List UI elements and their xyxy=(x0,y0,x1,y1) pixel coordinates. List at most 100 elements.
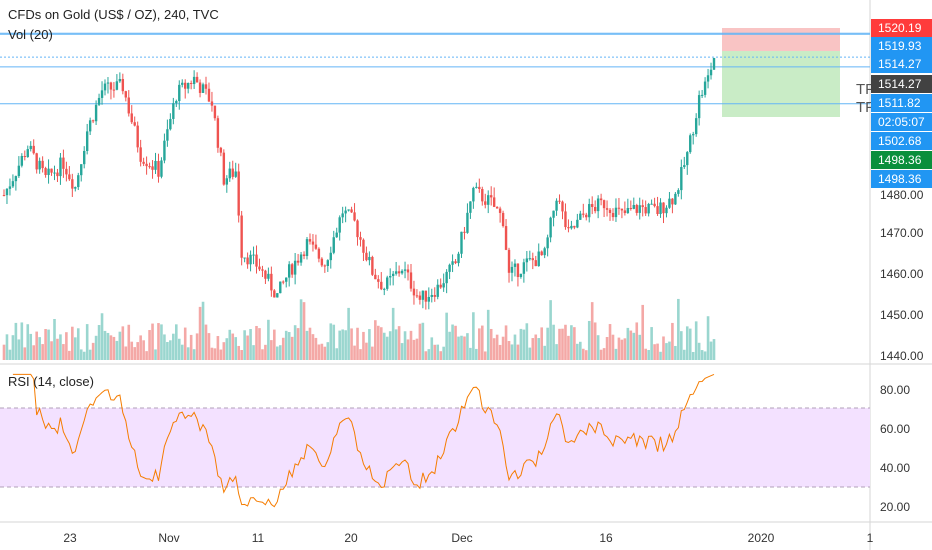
price-marker[interactable]: 1498.36 xyxy=(871,151,932,169)
price-markers[interactable]: 1520.19 1519.93 1514.27 1514.27 1511.82 02:05… xyxy=(871,19,932,188)
stop-loss-zone[interactable] xyxy=(722,28,840,51)
volume-bar xyxy=(17,339,21,360)
candle-body xyxy=(47,168,50,175)
time-tick: Nov xyxy=(158,531,179,545)
volume-bar xyxy=(504,325,508,360)
price-marker-text: 1514.27 xyxy=(878,57,922,71)
volume-bar xyxy=(596,335,600,360)
volume-bar xyxy=(374,320,377,360)
candle-body xyxy=(386,277,389,289)
candle-body xyxy=(255,254,258,267)
price-marker[interactable]: 1502.68 xyxy=(871,132,932,150)
volume-bar xyxy=(320,343,324,360)
price-marker[interactable]: 1520.19 xyxy=(871,19,932,37)
volume-bar xyxy=(356,327,359,360)
candle-body xyxy=(507,249,511,273)
candle-body xyxy=(427,296,431,302)
volume-bar xyxy=(359,349,362,360)
price-marker[interactable]: 1519.93 xyxy=(871,37,932,55)
candle-body xyxy=(231,168,234,177)
volume-bar xyxy=(546,327,549,360)
candle-body xyxy=(525,258,529,263)
candle-body xyxy=(513,263,517,267)
candle-body xyxy=(531,258,534,261)
volume-bar xyxy=(5,334,9,360)
candle-body xyxy=(430,294,433,297)
candle-body xyxy=(282,281,285,283)
volume-bar xyxy=(362,331,365,360)
candle-body xyxy=(647,203,650,214)
candle-body xyxy=(279,281,282,294)
candle-body xyxy=(540,251,543,256)
price-marker[interactable]: 1514.27 xyxy=(871,75,932,93)
candle-body xyxy=(85,131,89,151)
price-tick: 1470.00 xyxy=(880,226,924,240)
volume-bar xyxy=(180,344,184,360)
candle-body xyxy=(380,281,383,290)
price-marker[interactable]: 1514.27 xyxy=(871,55,932,73)
time-tick: Dec xyxy=(451,531,472,545)
volume-bar xyxy=(281,337,285,360)
candle-body xyxy=(341,213,344,218)
candle-body xyxy=(591,204,594,207)
candle-body xyxy=(543,248,546,256)
time-axis[interactable]: 23 Nov 11 20 Dec 16 2020 1 xyxy=(63,531,873,545)
candle-body xyxy=(106,82,110,84)
candle-body xyxy=(451,261,454,265)
volume-bar xyxy=(317,344,321,360)
rsi-axis[interactable]: 80.00 60.00 40.00 20.00 xyxy=(880,383,910,514)
volume-bar xyxy=(237,345,240,360)
volume-bar xyxy=(436,344,440,360)
volume-bar xyxy=(558,328,561,360)
volume-bar xyxy=(662,336,665,360)
candle-body xyxy=(192,76,196,85)
candle-body xyxy=(285,277,288,282)
price-axis[interactable]: 1480.00 1470.00 1460.00 1450.00 1440.00 xyxy=(880,188,924,363)
candle-body xyxy=(296,260,300,263)
volume-bar xyxy=(442,346,445,360)
candle-body xyxy=(659,202,662,215)
volume-bar xyxy=(68,350,71,360)
candle-body xyxy=(409,272,413,289)
candle-body xyxy=(475,186,478,188)
volume-bar xyxy=(365,342,368,360)
price-marker[interactable]: 1498.36 xyxy=(871,170,932,188)
volume-bar xyxy=(519,328,523,360)
volume-bar xyxy=(106,332,110,360)
volume-bar xyxy=(641,304,645,360)
volume-bar xyxy=(525,323,529,360)
candle-body xyxy=(109,82,113,90)
rsi-tick: 60.00 xyxy=(880,422,910,436)
symbol-title: CFDs on Gold (US$ / OZ), 240, TVC xyxy=(8,7,219,22)
candle-body xyxy=(347,209,350,211)
volume-bar xyxy=(53,318,56,360)
price-tick: 1450.00 xyxy=(880,308,924,322)
price-marker[interactable]: 1511.82 xyxy=(871,94,932,112)
take-profit-zone[interactable] xyxy=(722,51,840,117)
price-marker[interactable]: 02:05:07 xyxy=(871,113,932,131)
horizontal-levels[interactable] xyxy=(0,32,870,105)
volume-bar xyxy=(284,330,288,360)
candle-body xyxy=(671,198,674,205)
volume-bar xyxy=(201,301,205,360)
volume-bar xyxy=(457,336,460,360)
candle-body xyxy=(311,241,315,245)
volume-bar xyxy=(555,344,558,360)
candle-body xyxy=(677,190,680,194)
candle-body xyxy=(112,89,116,91)
candle-body xyxy=(71,179,74,189)
volume-bar xyxy=(478,328,481,360)
candle-body xyxy=(406,269,410,273)
candlesticks[interactable] xyxy=(2,57,716,310)
volume-bar xyxy=(50,341,53,360)
volume-bar xyxy=(335,348,339,360)
volume-bar xyxy=(377,325,380,360)
volume-bar xyxy=(353,345,356,360)
volume-bar xyxy=(20,322,24,360)
volume-bar xyxy=(195,333,199,360)
volume-bar xyxy=(290,336,294,360)
candle-body xyxy=(243,257,246,259)
volume-bar xyxy=(445,312,448,360)
candle-body xyxy=(454,261,457,264)
